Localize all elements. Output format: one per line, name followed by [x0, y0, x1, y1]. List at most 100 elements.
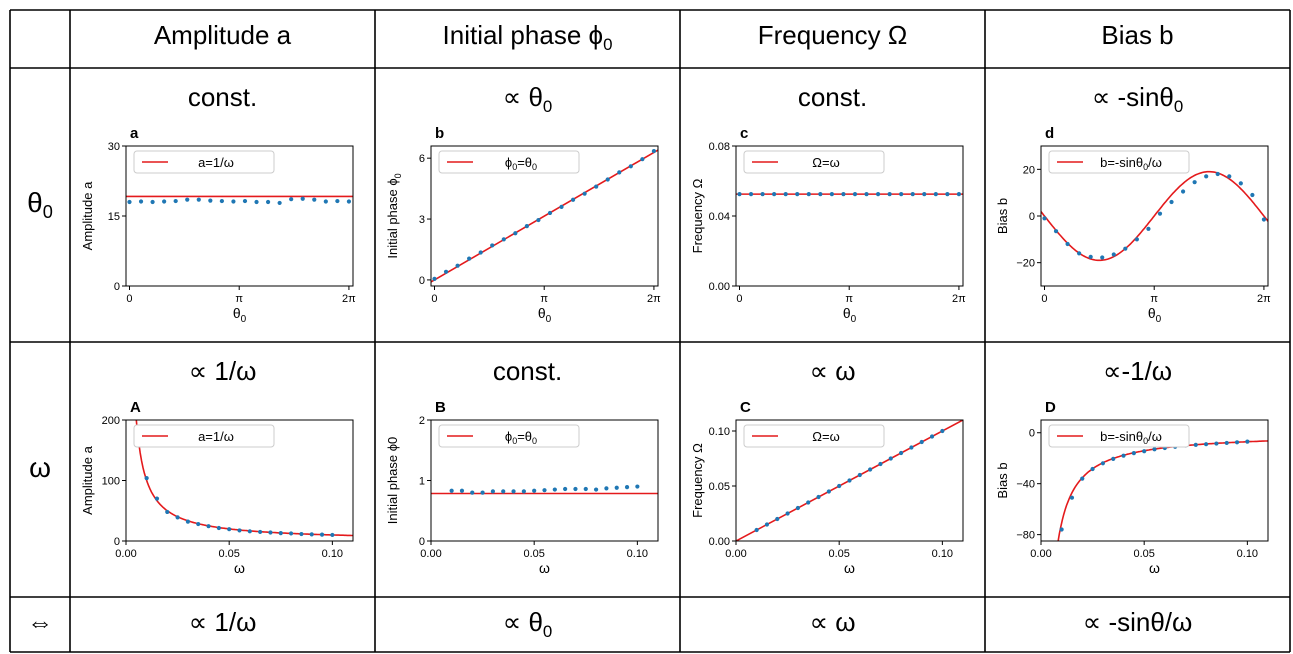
- row-header-0-subscript: 0: [42, 202, 53, 223]
- data-point-a-15: [300, 196, 305, 201]
- y-tick-label-A-0: 0: [114, 536, 120, 548]
- y-tick-label-A-2: 200: [102, 415, 120, 427]
- data-point-c-5: [795, 192, 800, 197]
- data-point-D-16: [1224, 440, 1229, 446]
- data-point-b-10: [547, 210, 553, 216]
- column-header-0: Amplitude a: [70, 20, 375, 51]
- data-point-b-11: [559, 204, 564, 209]
- legend-label-A: a=1/ω: [198, 429, 234, 444]
- data-point-D-0: [1059, 527, 1064, 532]
- data-point-B-5: [501, 489, 506, 494]
- row-header-0: θ0: [10, 187, 70, 223]
- panel-label-d: d: [1045, 125, 1054, 142]
- chart-panel-a: a 0 π 2π 0 15 30 θ0 Amplitude a a=1/ω: [70, 68, 375, 342]
- x-axis-label-sub-c: 0: [851, 314, 857, 325]
- data-point-A-4: [185, 519, 191, 524]
- data-point-d-7: [1123, 246, 1128, 251]
- y-axis-label-sub-b: 0: [393, 173, 403, 178]
- data-point-c-14: [899, 192, 904, 197]
- data-point-a-2: [150, 199, 155, 205]
- data-point-B-6: [511, 489, 516, 494]
- data-point-C-6: [816, 494, 821, 500]
- x-tick-label-c-2: 2π: [952, 293, 966, 305]
- x-tick-label-C-2: 0.10: [932, 548, 953, 560]
- x-tick-label-B-1: 0.05: [523, 548, 544, 560]
- summary-rule-1-subscript: 0: [542, 621, 553, 641]
- data-point-D-5: [1111, 456, 1116, 461]
- y-axis-label-b: Initial phase ϕ0: [385, 173, 403, 258]
- summary-rule-3-text: ∝ -sinθ/ω: [1082, 607, 1193, 637]
- x-tick-label-b-0: 0: [431, 293, 437, 305]
- chart-svg-b: b 0 π 2π 0 3 6 θ0 Initial phase ϕ0 ϕ0=θ0: [385, 125, 661, 325]
- data-point-d-6: [1111, 252, 1116, 257]
- summary-rule-1-text: ∝ θ: [502, 607, 543, 637]
- data-point-c-2: [760, 192, 765, 197]
- legend-label-d: b=-sinθ0/ω: [1100, 155, 1162, 172]
- data-point-D-4: [1100, 461, 1106, 466]
- data-point-a-17: [323, 199, 328, 204]
- x-tick-label-c-1: π: [845, 293, 853, 305]
- data-point-D-9: [1152, 447, 1157, 452]
- data-point-a-3: [162, 199, 167, 204]
- x-tick-label-B-0: 0.00: [420, 548, 441, 560]
- data-point-b-1: [443, 269, 449, 274]
- x-axis-label-A: ω: [234, 560, 245, 576]
- data-point-b-13: [582, 191, 587, 196]
- data-point-C-14: [898, 450, 904, 456]
- data-point-d-17: [1238, 181, 1243, 186]
- column-header-1-text: Initial phase ϕ: [442, 20, 604, 50]
- rule-1-3-text: ∝-1/ω: [1102, 356, 1173, 386]
- summary-rule-1: ∝ θ0: [375, 607, 680, 641]
- panel-label-a: a: [130, 125, 139, 142]
- data-point-A-6: [206, 524, 211, 529]
- data-point-C-8: [837, 483, 842, 489]
- legend-box-b: [438, 150, 580, 174]
- data-point-B-17: [624, 485, 630, 490]
- summary-rule-3: ∝ -sinθ/ω: [985, 607, 1290, 638]
- chart-svg-d: d 0 π 2π −20 0 20 θ0 Bias b b=-sinθ0/ω: [995, 125, 1271, 325]
- data-point-d-3: [1077, 251, 1082, 256]
- row-header-0-text: θ: [27, 187, 43, 218]
- y-axis-label-c: Frequency Ω: [690, 178, 705, 253]
- data-point-C-16: [919, 439, 924, 445]
- data-point-B-11: [563, 486, 568, 492]
- data-point-a-18: [335, 198, 340, 204]
- data-point-a-7: [208, 198, 213, 203]
- y-axis-label-d: Bias b: [995, 198, 1010, 234]
- chart-svg-a: a 0 π 2π 0 15 30 θ0 Amplitude a a=1/ω: [80, 125, 356, 325]
- y-tick-label-B-1: 1: [419, 476, 425, 488]
- data-point-A-3: [175, 515, 180, 520]
- y-tick-label-D-1: −40: [1016, 479, 1035, 491]
- x-axis-label-c: θ0: [843, 305, 857, 325]
- data-point-C-11: [868, 467, 873, 472]
- x-tick-label-d-2: 2π: [1257, 293, 1271, 305]
- summary-rule-0-text: ∝ 1/ω: [188, 607, 257, 637]
- data-point-c-10: [852, 192, 858, 197]
- chart-svg-C: C 0.00 0.05 0.10 0.00 0.05 0.10 ω Frequency Ω Ω=ω: [690, 399, 964, 576]
- rule-1-0: ∝ 1/ω: [70, 356, 375, 387]
- y-tick-label-B-2: 2: [419, 415, 425, 427]
- rule-1-0-text: ∝ 1/ω: [188, 356, 257, 386]
- panel-label-C: C: [740, 399, 751, 416]
- rule-1-2-text: ∝ ω: [809, 356, 856, 386]
- data-point-C-4: [795, 505, 801, 511]
- x-tick-label-a-1: π: [235, 293, 243, 305]
- data-point-A-9: [237, 528, 242, 533]
- data-point-a-19: [346, 199, 352, 204]
- data-point-B-0: [449, 488, 454, 493]
- data-point-d-19: [1261, 217, 1267, 222]
- x-tick-label-a-2: 2π: [342, 293, 356, 305]
- y-tick-label-b-1: 3: [419, 214, 425, 226]
- summary-rule-2: ∝ ω: [680, 607, 985, 638]
- data-point-C-1: [764, 522, 770, 527]
- data-point-b-19: [651, 148, 657, 154]
- data-point-B-14: [593, 487, 599, 492]
- data-point-B-18: [635, 484, 640, 489]
- y-tick-label-d-0: −20: [1016, 258, 1035, 270]
- panel-label-D: D: [1045, 399, 1056, 416]
- data-point-c-17: [933, 192, 938, 197]
- data-point-B-16: [614, 485, 619, 490]
- data-point-D-2: [1080, 476, 1085, 481]
- rule-0-0: const.: [70, 82, 375, 113]
- y-axis-label-a: Amplitude a: [80, 181, 95, 250]
